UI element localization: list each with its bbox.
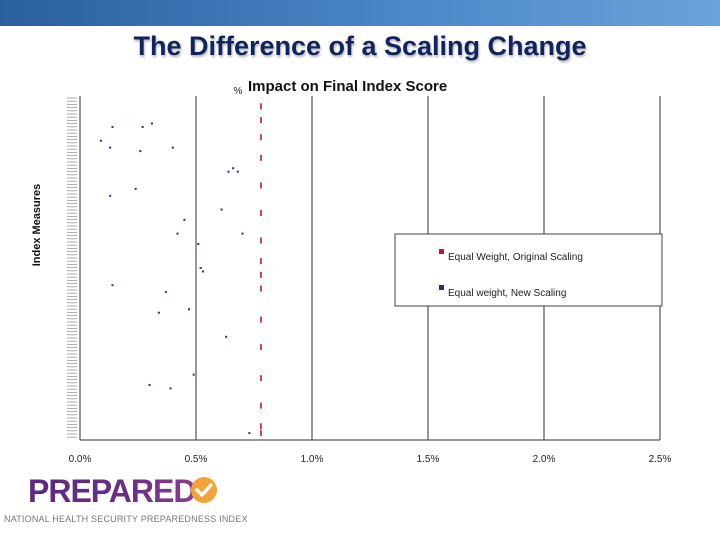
- data-point-new-scaling: [192, 373, 195, 376]
- header-accent-bar: [0, 0, 720, 26]
- data-point-new-scaling: [201, 270, 204, 273]
- y-tick-marks: [67, 97, 77, 438]
- legend-entry: Equal Weight, Original Scaling: [448, 252, 583, 263]
- x-tick-label: 2.0%: [533, 454, 556, 465]
- data-point-new-scaling: [183, 218, 186, 221]
- data-point-new-scaling: [227, 170, 230, 173]
- data-point-new-scaling: [134, 187, 137, 190]
- data-point-original-scaling: [260, 117, 262, 124]
- data-point-original-scaling: [260, 344, 262, 351]
- data-point-original-scaling: [260, 237, 262, 244]
- data-point-new-scaling: [111, 125, 114, 128]
- chart-title-prefix: %: [234, 86, 243, 97]
- data-point-new-scaling: [241, 232, 244, 235]
- data-points: [99, 103, 262, 437]
- x-tick-label: 1.0%: [301, 454, 324, 465]
- data-point-original-scaling: [260, 258, 262, 265]
- data-point-new-scaling: [199, 267, 202, 269]
- data-point-new-scaling: [139, 150, 142, 153]
- logo-subtitle: NATIONAL HEALTH SECURITY PREPAREDNESS IN…: [4, 514, 248, 524]
- x-tick-label: 2.5%: [649, 454, 672, 465]
- data-point-new-scaling: [171, 146, 174, 149]
- data-point-new-scaling: [232, 167, 235, 170]
- data-point-new-scaling: [141, 125, 144, 128]
- data-point-new-scaling: [169, 387, 172, 390]
- x-tick-labels: 0.0% 0.5% 1.0% 1.5% 2.0% 2.5%: [69, 454, 672, 465]
- data-point-new-scaling: [148, 383, 151, 386]
- data-point-new-scaling: [99, 139, 102, 142]
- data-point-new-scaling: [150, 122, 153, 125]
- data-point-new-scaling: [109, 146, 112, 149]
- axes: [79, 96, 660, 441]
- data-point-new-scaling: [176, 232, 179, 235]
- data-point-original-scaling: [260, 423, 262, 430]
- legend-marker: [439, 285, 444, 290]
- data-point-original-scaling: [260, 271, 262, 278]
- x-tick-label: 1.5%: [417, 454, 440, 465]
- legend-marker: [439, 249, 444, 254]
- data-point-new-scaling: [248, 432, 251, 435]
- data-point-original-scaling: [260, 209, 262, 216]
- data-point-new-scaling: [111, 284, 114, 287]
- data-point-original-scaling: [260, 103, 262, 110]
- data-point-original-scaling: [260, 182, 262, 189]
- data-point-new-scaling: [236, 170, 239, 173]
- data-point-original-scaling: [260, 285, 262, 292]
- legend-entry: Equal weight, New Scaling: [448, 288, 566, 299]
- legend-box: [394, 233, 663, 307]
- data-point-original-scaling: [260, 134, 262, 141]
- data-point-original-scaling: [260, 375, 262, 382]
- data-point-new-scaling: [157, 311, 160, 314]
- y-axis-label: Index Measures: [31, 184, 43, 267]
- chart-title: Impact on Final Index Score: [248, 78, 447, 95]
- logo-wordmark: PREPARED: [28, 473, 196, 509]
- slide-title: The Difference of a Scaling Change: [133, 31, 587, 61]
- legend: Equal Weight, Original Scaling Equal weig…: [394, 233, 663, 307]
- x-tick-label: 0.0%: [69, 454, 92, 465]
- data-point-new-scaling: [220, 208, 223, 211]
- data-point-original-scaling: [260, 402, 262, 409]
- data-point-new-scaling: [109, 194, 112, 197]
- data-point-new-scaling: [197, 242, 200, 245]
- data-point-new-scaling: [225, 335, 228, 338]
- prepared-logo: PREPARED NATIONAL HEALTH SECURITY PREPAR…: [0, 470, 260, 530]
- x-tick-label: 0.5%: [185, 454, 208, 465]
- data-point-original-scaling: [260, 316, 262, 323]
- data-point-new-scaling: [188, 308, 191, 311]
- checkmark-icon: [191, 477, 217, 503]
- data-point-original-scaling: [260, 430, 262, 437]
- data-point-original-scaling: [260, 154, 262, 161]
- data-point-new-scaling: [164, 291, 167, 294]
